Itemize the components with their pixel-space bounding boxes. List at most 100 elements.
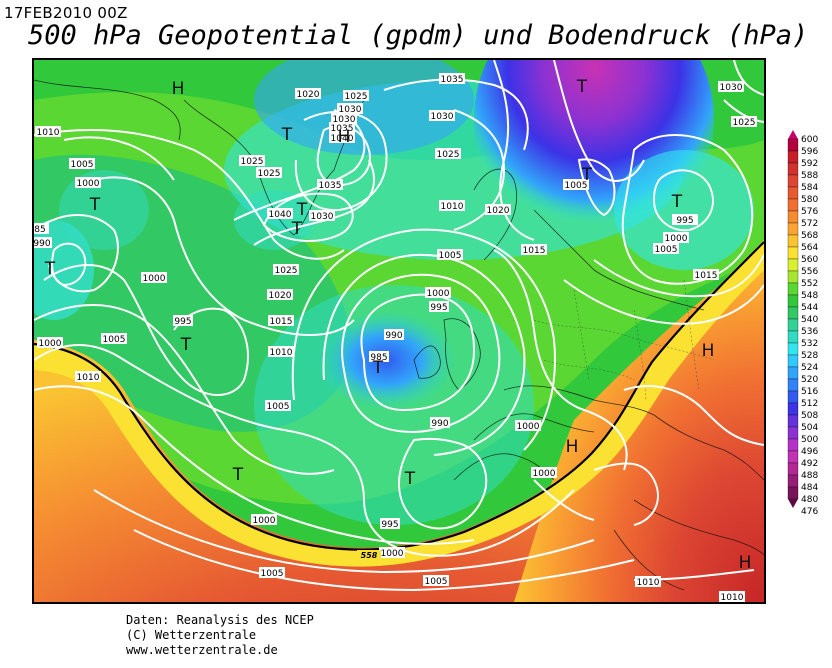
pressure-label-text: 1005	[103, 335, 126, 345]
cold-west2	[59, 170, 149, 250]
legend-cell	[787, 162, 799, 176]
pressure-label: 1020	[295, 88, 321, 100]
pressure-label: 990	[384, 329, 404, 341]
legend-cell	[787, 318, 799, 332]
pressure-label: 1000	[531, 467, 557, 479]
legend-cell	[787, 258, 799, 272]
legend-cell	[787, 198, 799, 212]
pressure-label: 1025	[273, 264, 299, 276]
pressure-label: 1005	[69, 158, 95, 170]
pressure-label-text: 1020	[487, 206, 510, 216]
cold-east	[614, 150, 754, 270]
pressure-label-text: 1025	[241, 157, 264, 167]
pressure-label: 1025	[256, 167, 282, 179]
legend-cell	[787, 342, 799, 356]
high-center: H	[338, 127, 351, 147]
pressure-label: 1010	[75, 371, 101, 383]
legend-level-label: 544	[801, 303, 818, 313]
pressure-label-text: 1025	[275, 266, 298, 276]
color-legend: 600 596 592 588 584 580 576 572 568 564 560 556 552 5…	[786, 130, 826, 532]
pressure-label-text: 1000	[39, 339, 62, 349]
pressure-label-text: 1005	[565, 181, 588, 191]
pressure-label: 1015	[693, 269, 719, 281]
pressure-label-text: 1000	[143, 274, 166, 284]
footer-source: Daten: Reanalysis des NCEP	[126, 613, 314, 627]
pressure-label: 1020	[485, 204, 511, 216]
legend-level-label: 516	[801, 387, 818, 397]
pressure-label: 1035	[439, 73, 465, 85]
low-center: T	[291, 219, 303, 239]
pressure-label-text: 990	[431, 419, 448, 429]
pressure-label-text: 1020	[269, 291, 292, 301]
legend-level-label: 520	[801, 375, 818, 385]
legend-cell	[787, 366, 799, 380]
pressure-label: 1025	[435, 148, 461, 160]
legend-level-label: 596	[801, 147, 818, 157]
low-center: T	[180, 335, 192, 355]
low-center: T	[671, 192, 683, 212]
map-date: 17FEB2010 00Z	[4, 4, 128, 22]
legend-level-label: 568	[801, 231, 818, 241]
pressure-label: 1010	[268, 346, 294, 358]
pressure-label: 1010	[635, 576, 661, 588]
legend-level-label: 584	[801, 183, 818, 193]
legend-cell	[787, 330, 799, 344]
pressure-label-text: 1035	[319, 181, 342, 191]
yellow-band	[34, 242, 764, 567]
pressure-label-text: 1040	[269, 210, 292, 220]
pressure-label-text: 985	[370, 353, 387, 363]
pressure-centers: H T H T T T T T T T T T T T H H H	[44, 77, 752, 573]
cold-north-blue	[254, 60, 474, 155]
legend-cell	[787, 306, 799, 320]
pressure-label-text: 1005	[267, 402, 290, 412]
legend-level-label: 572	[801, 219, 818, 229]
legend-cell	[787, 282, 799, 296]
pressure-label-text: 1000	[253, 516, 276, 526]
pressure-label: 1030	[337, 103, 363, 115]
pressure-label-text: 1000	[517, 422, 540, 432]
pressure-label: 1025	[343, 90, 369, 102]
legend-level-label: 588	[801, 171, 818, 181]
legend-level-label: 532	[801, 339, 818, 349]
legend-cell	[787, 486, 799, 500]
pressure-label: 1005	[423, 575, 449, 587]
pressure-label-text: 1030	[431, 112, 454, 122]
legend-cells	[787, 130, 799, 508]
legend-cell	[787, 222, 799, 236]
footer-copyright: (C) Wetterzentrale	[126, 628, 257, 642]
legend-level-label: 500	[801, 435, 818, 445]
pressure-label-text: 1000	[381, 549, 404, 559]
legend-cell	[787, 474, 799, 488]
low-center: T	[581, 165, 593, 185]
legend-cell	[787, 378, 799, 392]
legend-level-label: 600	[801, 135, 818, 145]
pressure-label-text: 1010	[270, 348, 293, 358]
pressure-label-text: 1005	[655, 245, 678, 255]
pressure-label: 1010	[719, 591, 745, 602]
pressure-label-text: 1015	[270, 317, 293, 327]
pressure-label: 995	[672, 214, 698, 226]
pressure-label-text: 1000	[665, 234, 688, 244]
legend-cell	[787, 138, 799, 152]
pressure-label: 995	[429, 301, 449, 313]
legend-level-label: 524	[801, 363, 818, 373]
pressure-label-text: 995	[174, 317, 191, 327]
pressure-label: 1000	[75, 177, 101, 189]
pressure-label: 1030	[331, 113, 357, 125]
pressure-label: 990	[430, 417, 450, 429]
pressure-label: 1015	[268, 315, 294, 327]
low-center: T	[89, 195, 101, 215]
pressure-label: 1000	[141, 272, 167, 284]
pressure-label-text: 1005	[71, 160, 94, 170]
contour-558-label: 558	[357, 550, 381, 560]
weather-map: 1035 1030 1030 1025 1020 1030 1035 1040 …	[32, 58, 766, 604]
pressure-label: 1035	[329, 122, 355, 134]
legend-cell	[787, 438, 799, 452]
pressure-label-text: 995	[430, 303, 447, 313]
legend-level-label: 476	[801, 507, 818, 517]
legend-cell	[787, 186, 799, 200]
pressure-label-text: 990	[385, 331, 402, 341]
pressure-label: 1040	[329, 132, 355, 144]
legend-labels: 600 596 592 588 584 580 576 572 568 564 560 556 552 5…	[801, 135, 818, 517]
pressure-label-text: 1025	[345, 92, 368, 102]
